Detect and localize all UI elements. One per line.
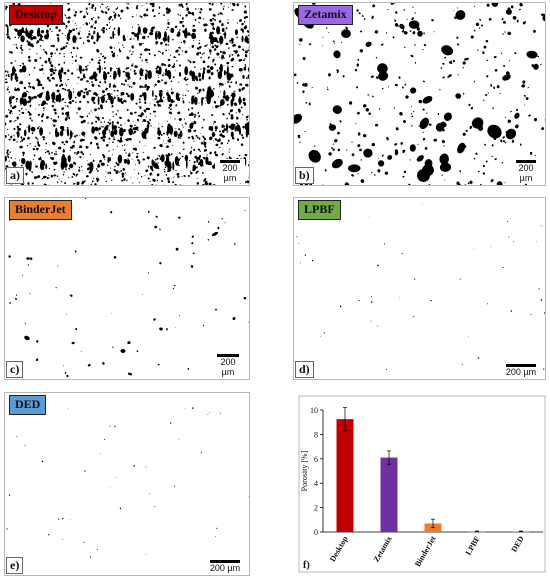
pore-map — [5, 393, 250, 576]
y-tick-label: 4 — [314, 479, 318, 488]
scale-bar-label: 200 µm — [503, 367, 539, 377]
pore-map — [5, 3, 250, 186]
scale-bar: 200 µm — [205, 559, 245, 573]
micrograph-ded: DED e) 200 µm — [4, 392, 250, 576]
panel-letter-e: e) — [6, 557, 23, 574]
panel-letter-f: f) — [303, 560, 310, 571]
panel-tag-zetamix: Zetamix — [298, 5, 353, 25]
pore-map — [294, 198, 546, 380]
panel-tag-desktop: Desktop — [9, 5, 63, 25]
panel-tag-lpbf: LPBF — [298, 200, 341, 220]
micrograph-lpbf: LPBF d) 200 µm — [293, 197, 546, 380]
y-tick-label: 6 — [314, 455, 318, 464]
bar-zetamix — [381, 458, 398, 532]
panel-tag-ded: DED — [9, 395, 46, 415]
scale-bar-label: 200 µm — [513, 163, 539, 183]
y-axis-label: Porosity [%] — [300, 450, 309, 491]
scale-bar-label: 200 µm — [213, 357, 243, 377]
scale-bar: 200 µm — [501, 363, 541, 377]
scale-bar-label: 200 µm — [217, 163, 243, 183]
scale-bar: 200 µm — [511, 159, 541, 183]
panel-letter-d: d) — [295, 361, 314, 378]
micrograph-binderjet: BinderJet c) 200 µm — [4, 197, 250, 380]
bar-desktop — [337, 419, 354, 532]
y-tick-label: 2 — [314, 504, 318, 513]
micrograph-zetamix: Zetamix b) 200 µm — [293, 2, 546, 186]
pore-map — [294, 3, 546, 186]
scale-bar-label: 200 µm — [207, 563, 243, 573]
micrograph-desktop: Desktop a) 200 µm — [4, 2, 250, 186]
panel-letter-b: b) — [295, 167, 314, 184]
y-tick-label: 10 — [310, 406, 318, 415]
y-tick-label: 8 — [314, 430, 318, 439]
panel-tag-binderjet: BinderJet — [9, 200, 72, 220]
panel-letter-a: a) — [6, 167, 24, 184]
panel-letter-c: c) — [6, 361, 23, 378]
scale-bar: 200 µm — [215, 159, 245, 183]
scale-bar: 200 µm — [211, 353, 245, 377]
y-tick-label: 0 — [314, 528, 318, 537]
